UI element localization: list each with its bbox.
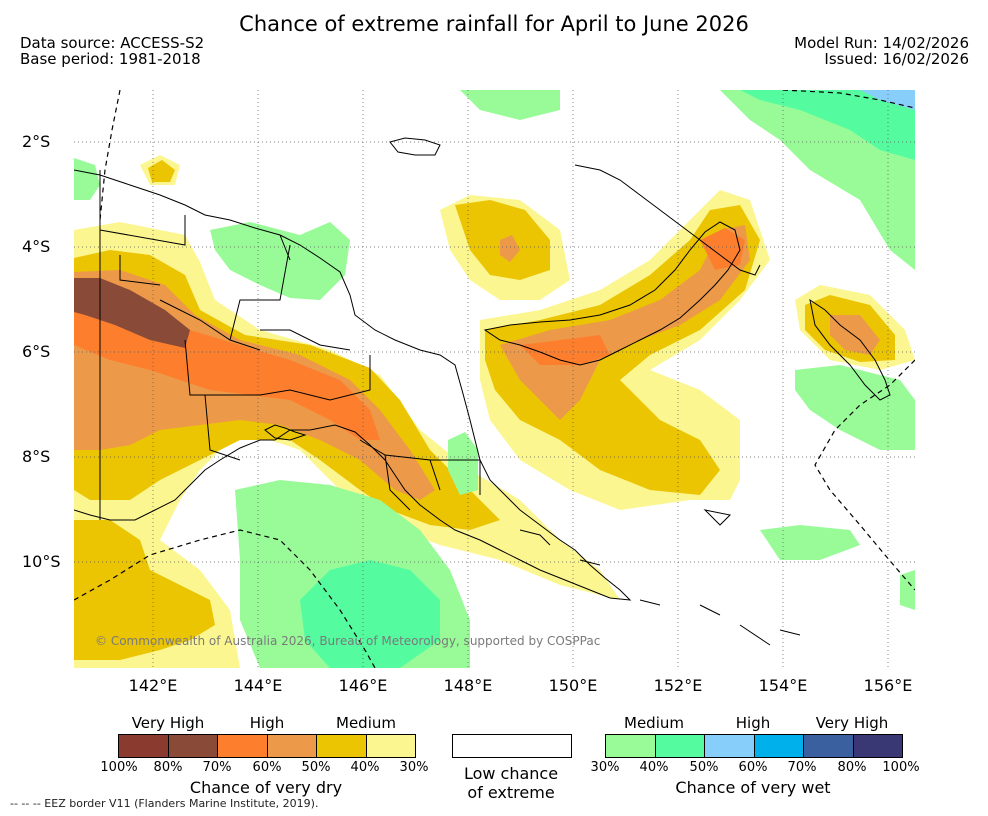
dry-pct-label: 80% xyxy=(153,760,183,775)
wet-legend-high: High xyxy=(735,714,771,732)
lon-label-150e: 150°E xyxy=(548,676,598,695)
dry-50-60-region-north-spot xyxy=(500,235,520,262)
dry-40-50-region-spot xyxy=(148,160,175,182)
south-islands xyxy=(519,509,801,646)
low-chance-line1: Low chance xyxy=(463,764,559,783)
wet-30-40-region-west-edge xyxy=(74,158,100,200)
wet-30-40-region-east-edge xyxy=(900,570,915,610)
rainfall-regions xyxy=(74,90,915,668)
wet-swatch-6 xyxy=(853,735,902,757)
bougainville-coast xyxy=(809,298,891,401)
dry-swatch-4 xyxy=(267,735,317,757)
wet-pct-label: 70% xyxy=(787,760,817,775)
eez-border-note: -- -- -- EEZ border V11 (Flanders Marine… xyxy=(10,797,319,810)
wet-swatch-3 xyxy=(705,735,755,757)
lon-label-144e: 144°E xyxy=(233,676,283,695)
graticule xyxy=(74,90,915,668)
lat-label-4s: 4°S xyxy=(22,237,51,256)
wet-30-40-region-northeast xyxy=(460,90,560,120)
wet-swatch-4 xyxy=(754,735,804,757)
wet-colorbar xyxy=(605,734,903,758)
wet-30-40-region-east xyxy=(795,365,915,450)
provincial-borders xyxy=(99,215,481,511)
lon-label-148e: 148°E xyxy=(443,676,493,695)
dry-pct-label: 40% xyxy=(350,760,380,775)
fly-river-delta xyxy=(264,424,307,441)
dry-colorbar xyxy=(118,734,416,758)
wet-swatch-5 xyxy=(804,735,854,757)
wet-pct-label: 100% xyxy=(882,760,920,775)
wet-pct-label: 40% xyxy=(639,760,669,775)
model-run: Model Run: 14/02/2026 xyxy=(794,34,969,52)
dry-swatch-2 xyxy=(168,735,218,757)
wet-swatch-1 xyxy=(606,735,656,757)
lat-label-10s: 10°S xyxy=(22,552,61,571)
dry-50-60-region-east-island xyxy=(830,315,880,355)
lat-label-6s: 6°S xyxy=(22,342,51,361)
dry-80-100-region xyxy=(74,278,190,348)
eez-border-northeast xyxy=(782,90,915,109)
dry-pct-label: 60% xyxy=(252,760,282,775)
dry-legend-medium: Medium xyxy=(336,714,396,732)
eez-borders xyxy=(74,90,915,668)
wet-30-40-region-southeast xyxy=(760,525,860,560)
new-britain-coast xyxy=(483,221,741,366)
issued-date: Issued: 16/02/2026 xyxy=(824,50,969,68)
lon-label-146e: 146°E xyxy=(338,676,388,695)
lon-label-154e: 154°E xyxy=(758,676,808,695)
meta-right: Model Run: 14/02/2026 Issued: 16/02/2026 xyxy=(794,35,969,67)
lat-label-8s: 8°S xyxy=(22,447,51,466)
dry-40-50-region-southwest xyxy=(74,520,215,660)
base-period: Base period: 1981-2018 xyxy=(20,50,201,68)
dry-swatch-1 xyxy=(119,735,169,757)
lat-label-2s: 2°S xyxy=(22,132,51,151)
manus-coast xyxy=(389,137,441,156)
new-guinea-coast xyxy=(74,169,632,601)
wet-30-40-region-north xyxy=(210,222,350,300)
wet-40-50-region-central xyxy=(300,560,440,668)
low-chance-line2: of extreme xyxy=(467,783,555,802)
low-chance-label: Low chance of extreme xyxy=(440,764,582,802)
copyright-notice: © Commonwealth of Australia 2026, Bureau… xyxy=(95,634,601,648)
wet-legend-medium: Medium xyxy=(624,714,684,732)
meta-left: Data source: ACCESS-S2 Base period: 1981… xyxy=(20,35,204,67)
wet-legend-very-high: Very High xyxy=(815,714,889,732)
dry-legend-title: Chance of very dry xyxy=(189,778,343,797)
new-ireland-coast xyxy=(574,164,761,276)
eez-border-southwest xyxy=(74,529,376,668)
wet-40-50-region-northeast xyxy=(740,90,915,160)
wet-pct-label: 60% xyxy=(738,760,768,775)
wet-legend-title: Chance of very wet xyxy=(675,778,831,797)
wet-pct-label: 30% xyxy=(590,760,620,775)
data-source: Data source: ACCESS-S2 xyxy=(20,34,205,52)
dry-pct-label: 30% xyxy=(399,760,429,775)
wet-swatch-2 xyxy=(655,735,705,757)
dry-60-70-region-east-1 xyxy=(520,335,610,365)
eez-border-southeast xyxy=(814,359,915,591)
lon-label-152e: 152°E xyxy=(653,676,703,695)
dry-pct-label: 70% xyxy=(202,760,232,775)
dry-swatch-5 xyxy=(317,735,367,757)
dry-swatch-6 xyxy=(366,735,415,757)
lon-label-142e: 142°E xyxy=(128,676,178,695)
coastlines xyxy=(74,137,891,646)
dry-swatch-3 xyxy=(218,735,268,757)
lon-label-156e: 156°E xyxy=(863,676,913,695)
dry-pct-label: 100% xyxy=(100,760,138,775)
dry-legend-high: High xyxy=(249,714,285,732)
map-title: Chance of extreme rainfall for April to … xyxy=(239,12,749,36)
eez-border-northwest xyxy=(99,90,121,221)
low-chance-swatch xyxy=(452,734,572,758)
wet-pct-label: 80% xyxy=(837,760,867,775)
wet-30-40-region-spot xyxy=(448,432,478,495)
dry-pct-label: 50% xyxy=(301,760,331,775)
wet-pct-label: 50% xyxy=(689,760,719,775)
dry-50-60-region-east xyxy=(500,225,750,420)
dry-legend-very-high: Very High xyxy=(131,714,205,732)
